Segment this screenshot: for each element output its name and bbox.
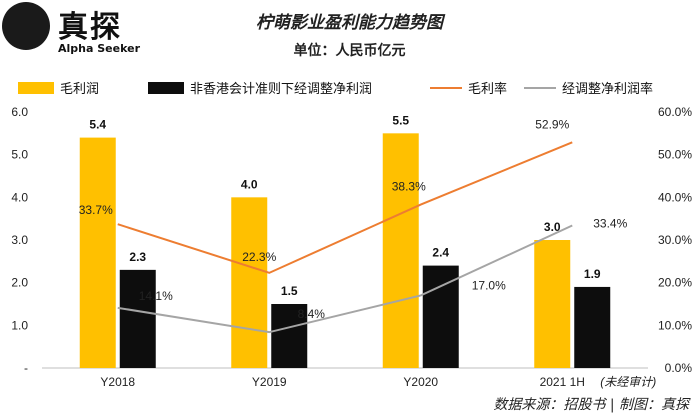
right-axis-tick: 30.0% — [658, 233, 692, 247]
brand-logo: 真探 Alpha Seeker — [0, 0, 160, 62]
bar-value-label: 2.3 — [129, 250, 146, 264]
right-axis-tick: 60.0% — [658, 105, 692, 119]
bar-adjusted-net-profit — [119, 269, 156, 368]
x-axis-tick-note: (未经审计) — [600, 375, 656, 389]
left-axis-tick: 3.0 — [11, 233, 28, 247]
source-note: 数据来源：招股书 | 制图：真探 — [493, 397, 689, 413]
legend-label: 非香港会计准则下经调整净利润 — [190, 82, 372, 97]
adjusted-net-margin-line — [117, 224, 573, 334]
bar-gross-profit — [382, 133, 419, 368]
bar-adjusted-net-profit — [271, 304, 308, 368]
chart-title: 柠萌影业盈利能力趋势图 — [256, 13, 443, 33]
left-axis-tick: 2.0 — [11, 276, 28, 290]
left-axis-tick: 6.0 — [11, 105, 28, 119]
x-axis-tick: Y2018 — [100, 375, 135, 389]
gross-margin-label: 22.3% — [242, 250, 276, 264]
right-axis-tick: 10.0% — [658, 318, 692, 332]
bar-value-label: 2.4 — [432, 246, 449, 260]
left-axis-tick: 5.0 — [11, 148, 28, 162]
legend-swatch — [18, 82, 54, 94]
detective-avatar-icon — [2, 2, 50, 50]
right-axis-tick: 20.0% — [658, 276, 692, 290]
legend-label: 毛利率 — [468, 81, 507, 97]
bar-gross-profit — [534, 240, 571, 368]
bar-gross-profit — [79, 137, 116, 368]
gross-margin-label: 33.7% — [79, 203, 113, 217]
brand-subtitle: Alpha Seeker — [58, 42, 140, 55]
bar-value-label: 5.4 — [89, 118, 106, 132]
brand-name: 真探 — [58, 10, 122, 45]
x-axis-tick: 2021 1H — [540, 375, 585, 389]
bar-value-label: 5.5 — [392, 113, 409, 127]
legend-swatch — [148, 82, 184, 94]
bar-gross-profit — [231, 197, 268, 368]
x-axis-tick: Y2020 — [403, 375, 438, 389]
adjusted-net-margin-label: 14.1% — [139, 289, 173, 303]
gross-margin-label: 38.3% — [392, 180, 426, 194]
bar-value-label: 3.0 — [544, 220, 561, 234]
x-axis-tick: Y2019 — [252, 375, 287, 389]
gross-margin-label: 52.9% — [535, 117, 569, 131]
bar-value-label: 4.0 — [241, 177, 258, 191]
bar-adjusted-net-profit — [574, 286, 611, 368]
adjusted-net-margin-label: 8.4% — [298, 307, 326, 321]
bar-adjusted-net-profit — [422, 265, 459, 368]
bar-value-label: 1.9 — [584, 267, 601, 281]
right-axis-tick: 40.0% — [658, 190, 692, 204]
legend-label: 经调整净利润率 — [562, 81, 653, 97]
bar-value-label: 1.5 — [281, 284, 298, 298]
right-axis-tick: 0.0% — [665, 361, 693, 375]
left-axis-tick: - — [24, 361, 28, 375]
chart-subtitle: 单位：人民币亿元 — [293, 43, 406, 59]
left-axis-tick: 4.0 — [11, 190, 28, 204]
legend-label: 毛利润 — [60, 82, 99, 97]
left-axis-tick: 1.0 — [11, 318, 28, 332]
adjusted-net-margin-label: 33.4% — [593, 216, 627, 230]
right-axis-tick: 50.0% — [658, 148, 692, 162]
adjusted-net-margin-label: 17.0% — [472, 278, 506, 292]
gross-margin-line — [117, 141, 573, 274]
